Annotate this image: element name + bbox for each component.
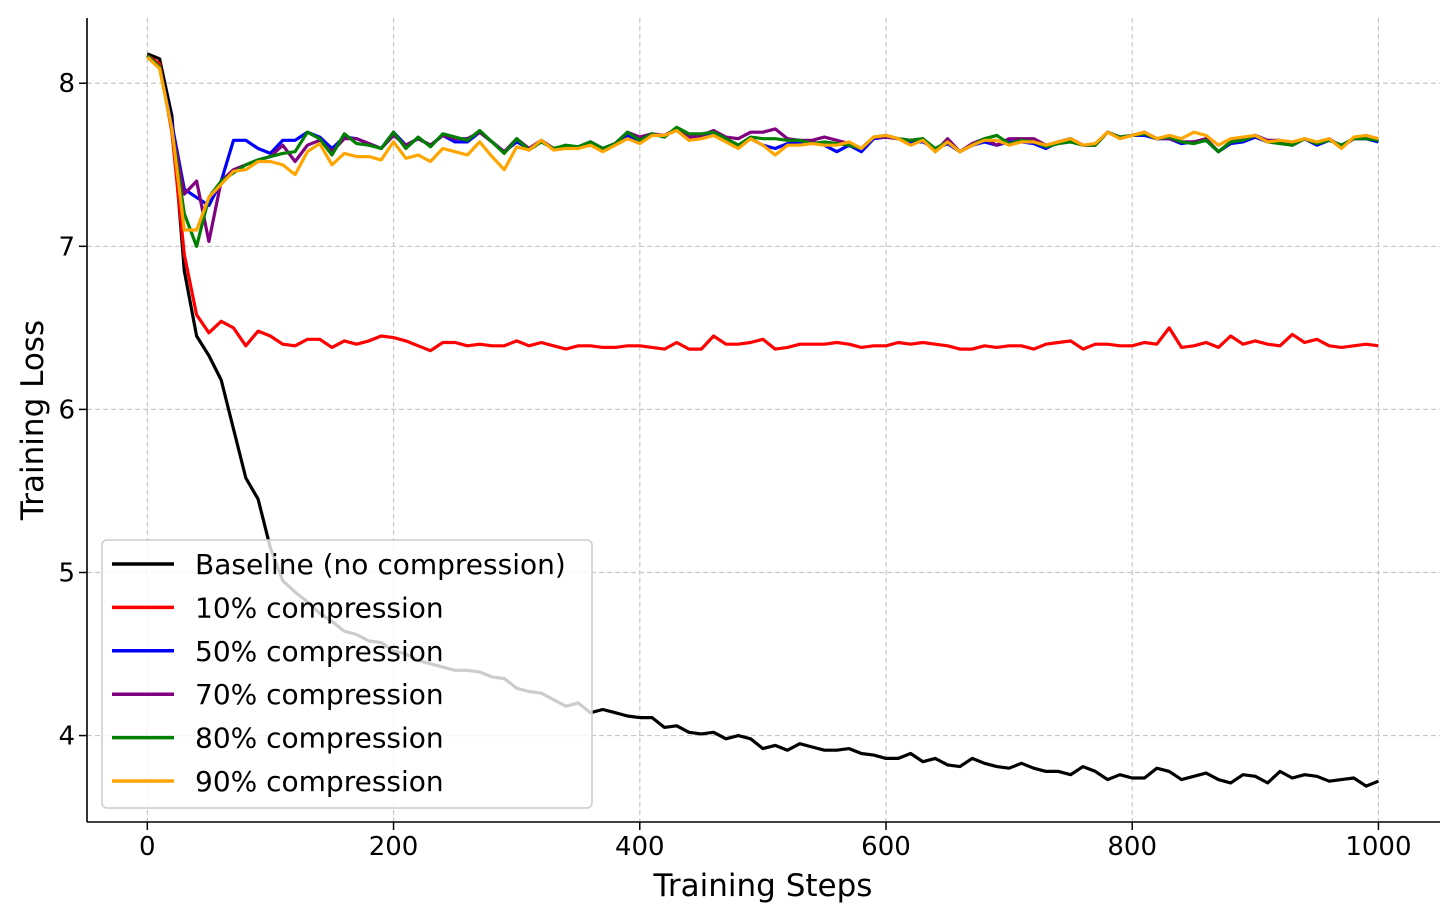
y-tick-label: 7 bbox=[58, 232, 75, 262]
legend-label: 70% compression bbox=[195, 678, 444, 711]
series-line-1 bbox=[146, 54, 1379, 353]
y-tick-label: 6 bbox=[58, 395, 75, 425]
y-tick-label: 8 bbox=[58, 69, 75, 99]
x-tick-label: 1000 bbox=[1345, 832, 1411, 862]
legend-label: 80% compression bbox=[195, 722, 444, 755]
x-axis-label: Training Steps bbox=[653, 868, 873, 904]
y-axis-label: Training Loss bbox=[15, 320, 51, 521]
x-tick-label: 200 bbox=[369, 832, 419, 862]
legend: Baseline (no compression) 10% compression… bbox=[101, 539, 593, 809]
series-line-5 bbox=[146, 55, 1379, 232]
x-tick-label: 600 bbox=[861, 832, 911, 862]
axes: 0 200 400 600 800 1000 4 5 6 7 8 bbox=[58, 18, 1440, 862]
x-tick-label: 0 bbox=[139, 832, 156, 862]
x-tick-label: 800 bbox=[1107, 832, 1157, 862]
legend-box bbox=[101, 539, 593, 809]
legend-label: 90% compression bbox=[195, 765, 444, 798]
y-tick-label: 4 bbox=[58, 722, 75, 752]
legend-label: 10% compression bbox=[195, 591, 444, 624]
y-tick-label: 5 bbox=[58, 558, 75, 588]
legend-label: 50% compression bbox=[195, 635, 444, 668]
x-tick-label: 400 bbox=[615, 832, 665, 862]
legend-label: Baseline (no compression) bbox=[195, 548, 566, 581]
series-line-2 bbox=[146, 54, 1379, 208]
series-line-4 bbox=[146, 54, 1379, 248]
